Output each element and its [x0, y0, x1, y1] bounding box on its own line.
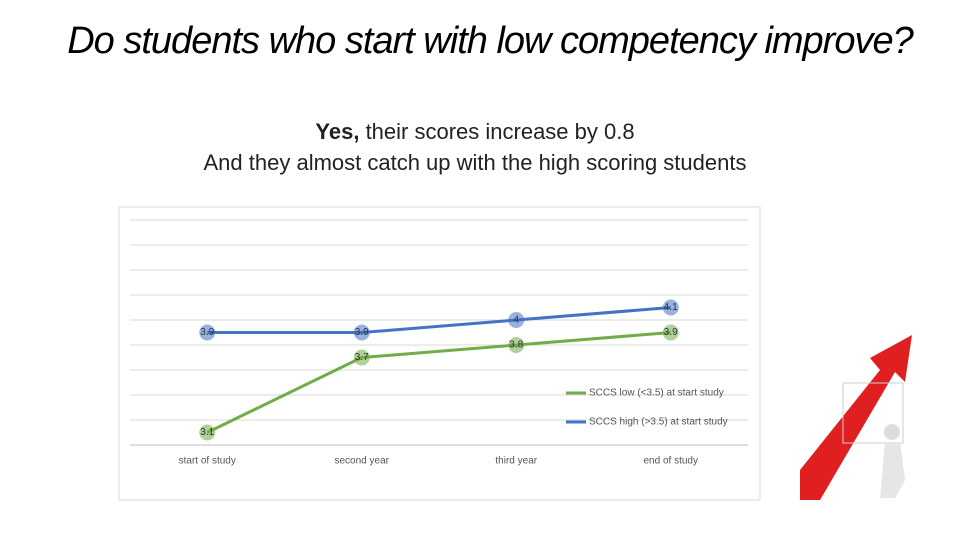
subtitle-line: And they almost catch up with the high s… [203, 150, 747, 175]
x-tick-label: start of study [179, 456, 236, 467]
data-label: 4 [513, 315, 519, 326]
data-label: 3.9 [200, 327, 214, 338]
legend-label: SCCS high (>3.5) at start study [589, 417, 728, 428]
image-frame [842, 382, 904, 444]
data-label: 3.1 [200, 427, 214, 438]
subtitle-text: their scores increase by 0.8 [365, 119, 635, 144]
subtitle: Yes, their scores increase by 0.8 And th… [60, 116, 890, 178]
data-label: 3.9 [355, 327, 369, 338]
data-label-bg [199, 324, 216, 341]
data-label-bg [662, 324, 679, 341]
chart-frame [118, 206, 761, 501]
slide-title: Do students who start with low competenc… [67, 20, 914, 62]
data-label-bg [508, 312, 525, 328]
arrow-shape [800, 335, 912, 500]
subtitle-emphasis: Yes, [315, 119, 360, 144]
data-label-bg [662, 299, 679, 316]
figure-body [880, 442, 905, 498]
data-label: 3.9 [664, 327, 678, 338]
data-label-bg [353, 349, 370, 366]
data-label: 3.7 [355, 352, 369, 363]
data-label-bg [508, 337, 525, 353]
data-label: 3.8 [509, 340, 523, 351]
x-tick-label: end of study [644, 456, 698, 467]
series-line [207, 306, 671, 334]
x-tick-label: third year [495, 456, 537, 467]
figure-head [884, 424, 900, 440]
data-label-bg [199, 424, 216, 441]
legend-label: SCCS low (<3.5) at start study [589, 388, 724, 399]
arrow-image [800, 335, 912, 500]
subtitle-line: Yes, their scores increase by 0.8 [60, 116, 890, 147]
x-tick-label: second year [335, 456, 390, 467]
data-label-bg [353, 324, 370, 341]
data-label: 4.1 [664, 302, 678, 313]
series-line [206, 331, 671, 434]
